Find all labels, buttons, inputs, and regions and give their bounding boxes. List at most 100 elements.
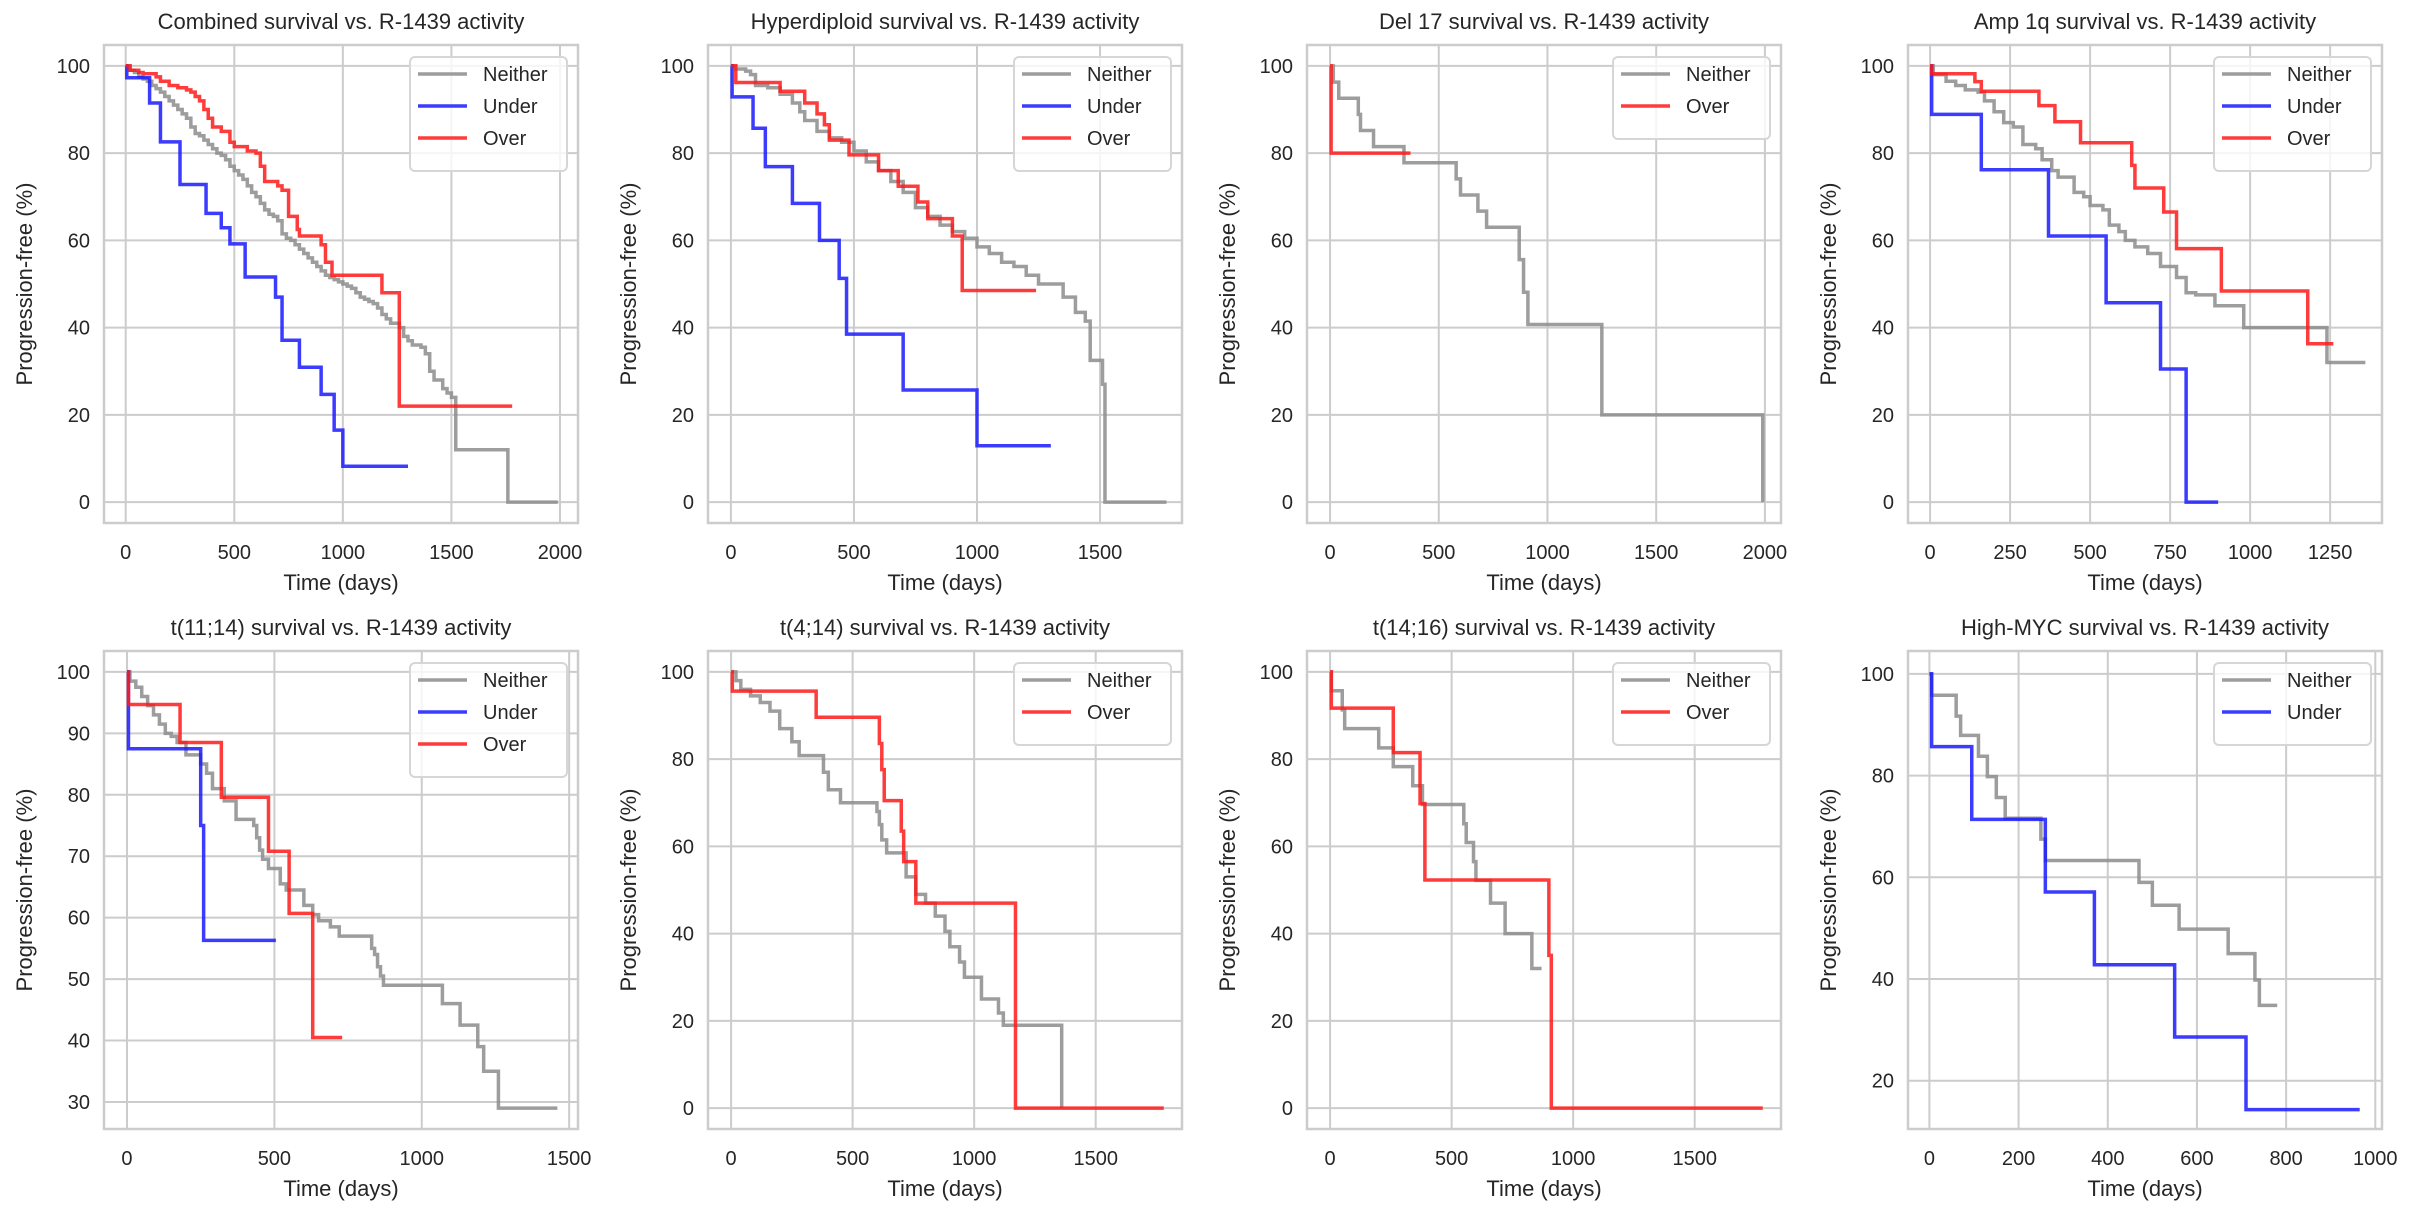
x-axis-label: Time (days) [887, 1176, 1002, 1201]
x-tick-label: 2000 [538, 542, 583, 564]
axes-frame [1305, 649, 1783, 1131]
x-tick-label: 1500 [1672, 1148, 1717, 1170]
legend: Neither Under Over [2213, 56, 2372, 172]
y-tick-label: 40 [1271, 318, 1293, 340]
legend-label-neither: Neither [483, 64, 548, 86]
legend-box [409, 662, 568, 778]
series-line-over [1329, 670, 1763, 1110]
y-tick-label: 100 [1260, 56, 1293, 78]
y-tick-label: 80 [1271, 143, 1293, 165]
y-axis-label: Progression-free (%) [1816, 183, 1841, 386]
y-axis-label: Progression-free (%) [1816, 789, 1841, 992]
legend-box [2213, 56, 2372, 172]
y-axis-label: Progression-free (%) [1215, 183, 1240, 386]
x-tick-label: 500 [218, 542, 251, 564]
y-tick-label: 40 [672, 318, 694, 340]
x-tick-label: 0 [1925, 542, 1936, 564]
x-tick-label: 1500 [547, 1148, 592, 1170]
legend-label-neither: Neither [2287, 64, 2352, 86]
series-line-over [730, 670, 1164, 1110]
chart-title: Del 17 survival vs. R-1439 activity [1379, 9, 1709, 34]
y-tick-label: 50 [68, 969, 90, 991]
x-tick-label: 0 [1325, 1148, 1336, 1170]
series-line-over [730, 64, 1037, 293]
x-axis-label: Time (days) [887, 570, 1002, 595]
y-tick-label: 60 [1271, 230, 1293, 252]
legend-box [1013, 662, 1172, 746]
legend: Neither Over [1013, 662, 1172, 746]
series-line-over [1929, 64, 2334, 346]
y-tick-label: 60 [672, 836, 694, 858]
legend-box [1612, 662, 1771, 746]
y-tick-label: 60 [1271, 836, 1293, 858]
x-tick-label: 1500 [429, 542, 474, 564]
x-tick-label: 1500 [1073, 1148, 1118, 1170]
panel-4: 0 250 500 750 1000 1250 0 20 40 60 80 100 Amp 1q sur… [1816, 9, 2384, 595]
y-tick-label: 100 [661, 662, 694, 684]
x-tick-label: 1000 [2353, 1148, 2398, 1170]
y-tick-label: 0 [683, 1098, 694, 1120]
axes-frame [102, 649, 580, 1131]
legend-label-over: Over [1087, 702, 1131, 724]
x-tick-label: 1000 [2228, 542, 2273, 564]
x-tick-label: 1250 [2308, 542, 2353, 564]
y-tick-label: 20 [672, 1011, 694, 1033]
legend-label-neither: Neither [483, 670, 548, 692]
x-tick-label: 1000 [400, 1148, 445, 1170]
y-tick-label: 100 [661, 56, 694, 78]
y-tick-label: 40 [1271, 924, 1293, 946]
panel-3: 0 500 1000 1500 2000 0 20 40 60 80 100 Del 17 survi… [1215, 9, 1787, 595]
y-tick-label: 20 [1872, 405, 1894, 427]
y-tick-label: 80 [672, 749, 694, 771]
series-line-over [125, 64, 513, 408]
panel-1: 0 500 1000 1500 2000 0 20 40 60 80 100 Combined sur… [12, 9, 582, 595]
y-tick-label: 0 [1282, 492, 1293, 514]
series-line-neither [1929, 672, 2278, 1008]
chart-title: Amp 1q survival vs. R-1439 activity [1974, 9, 2316, 34]
legend-box [409, 56, 568, 172]
y-tick-label: 70 [68, 846, 90, 868]
x-tick-label: 1500 [1634, 542, 1679, 564]
axes-frame [102, 43, 580, 525]
x-tick-label: 800 [2269, 1148, 2302, 1170]
legend-label-under: Under [483, 702, 538, 724]
y-tick-label: 40 [1872, 318, 1894, 340]
chart-title: Hyperdiploid survival vs. R-1439 activit… [751, 9, 1140, 34]
x-tick-label: 250 [1993, 542, 2026, 564]
x-tick-label: 750 [2153, 542, 2186, 564]
panel-2: 0 500 1000 1500 0 20 40 60 80 100 Hyperdiploid sur… [616, 9, 1184, 595]
panel-6: 0 500 1000 1500 0 20 40 60 80 100 t(4;14) survival… [616, 615, 1184, 1201]
x-tick-label: 500 [2073, 542, 2106, 564]
x-tick-label: 0 [726, 1148, 737, 1170]
legend-box [1612, 56, 1771, 140]
legend-label-neither: Neither [1686, 670, 1751, 692]
x-tick-label: 2000 [1743, 542, 1788, 564]
y-tick-label: 100 [1260, 662, 1293, 684]
y-tick-label: 40 [1872, 969, 1894, 991]
y-tick-label: 0 [683, 492, 694, 514]
x-axis-label: Time (days) [2087, 570, 2202, 595]
y-tick-label: 20 [68, 405, 90, 427]
y-tick-label: 80 [68, 785, 90, 807]
y-axis-label: Progression-free (%) [616, 183, 641, 386]
legend-label-neither: Neither [2287, 670, 2352, 692]
x-tick-label: 1000 [321, 542, 366, 564]
y-tick-label: 60 [1872, 867, 1894, 889]
x-axis-label: Time (days) [2087, 1176, 2202, 1201]
x-axis-label: Time (days) [1486, 1176, 1601, 1201]
x-tick-label: 1000 [1525, 542, 1570, 564]
chart-title: t(11;14) survival vs. R-1439 activity [171, 615, 512, 640]
y-tick-label: 60 [672, 230, 694, 252]
y-tick-label: 100 [57, 56, 90, 78]
legend-label-over: Over [1686, 96, 1730, 118]
x-tick-label: 500 [836, 1148, 869, 1170]
legend-box [2213, 662, 2372, 746]
x-tick-label: 500 [258, 1148, 291, 1170]
legend: Neither Over [1612, 56, 1771, 140]
y-axis-label: Progression-free (%) [1215, 789, 1240, 992]
x-axis-label: Time (days) [283, 1176, 398, 1201]
axes-frame [1906, 649, 2384, 1131]
legend-box [1013, 56, 1172, 172]
y-tick-label: 30 [68, 1092, 90, 1114]
